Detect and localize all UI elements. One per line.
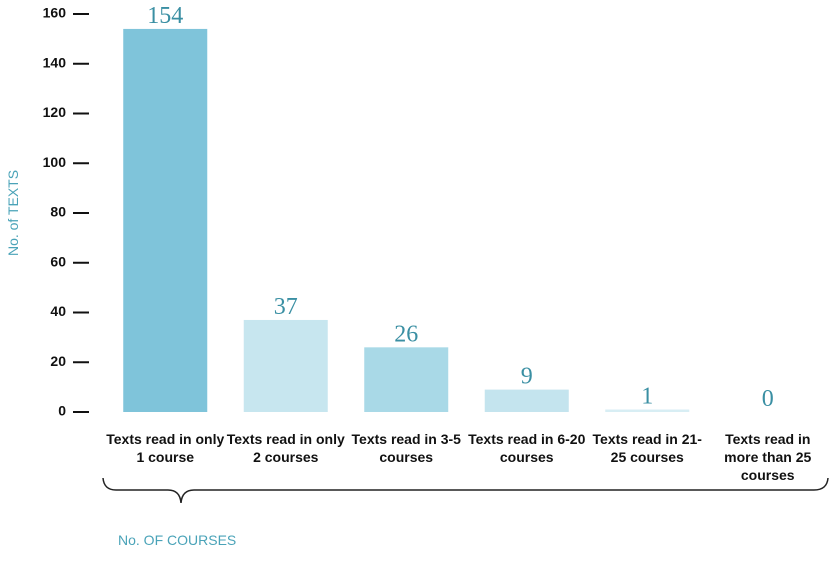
y-tick-label: 20 bbox=[50, 353, 66, 369]
value-label: 26 bbox=[394, 321, 418, 347]
bar bbox=[123, 28, 208, 413]
x-tick-label: Texts read in only 1 course bbox=[106, 431, 225, 465]
bar bbox=[605, 409, 690, 412]
y-tick-label: 120 bbox=[43, 104, 67, 120]
y-tick-label: 0 bbox=[58, 403, 66, 419]
value-label: 0 bbox=[762, 386, 774, 412]
bar bbox=[484, 389, 569, 412]
x-axis-label: No. OF COURSES bbox=[118, 532, 236, 548]
x-tick-label: Texts read in more than 25 courses bbox=[724, 431, 812, 483]
x-tick-label: Texts read in 21-25 courses bbox=[592, 431, 702, 465]
value-label: 37 bbox=[274, 294, 298, 320]
bar bbox=[243, 319, 328, 412]
y-tick-label: 140 bbox=[43, 54, 67, 70]
x-tick-label: Texts read in only 2 courses bbox=[226, 431, 345, 465]
x-tick-label: Texts read in 6-20 courses bbox=[468, 431, 586, 465]
value-label: 154 bbox=[147, 3, 183, 29]
y-tick-label: 60 bbox=[50, 253, 66, 269]
y-tick-label: 80 bbox=[50, 204, 66, 220]
value-label: 1 bbox=[641, 384, 653, 410]
y-tick-label: 100 bbox=[43, 154, 67, 170]
y-tick-label: 160 bbox=[43, 5, 67, 21]
x-tick-label: Texts read in 3-5 courses bbox=[351, 431, 461, 465]
y-tick-label: 40 bbox=[50, 303, 66, 319]
y-axis-label: No. of TEXTS bbox=[5, 170, 21, 256]
value-label: 9 bbox=[521, 364, 533, 390]
brace bbox=[102, 477, 829, 504]
bar bbox=[364, 347, 449, 412]
